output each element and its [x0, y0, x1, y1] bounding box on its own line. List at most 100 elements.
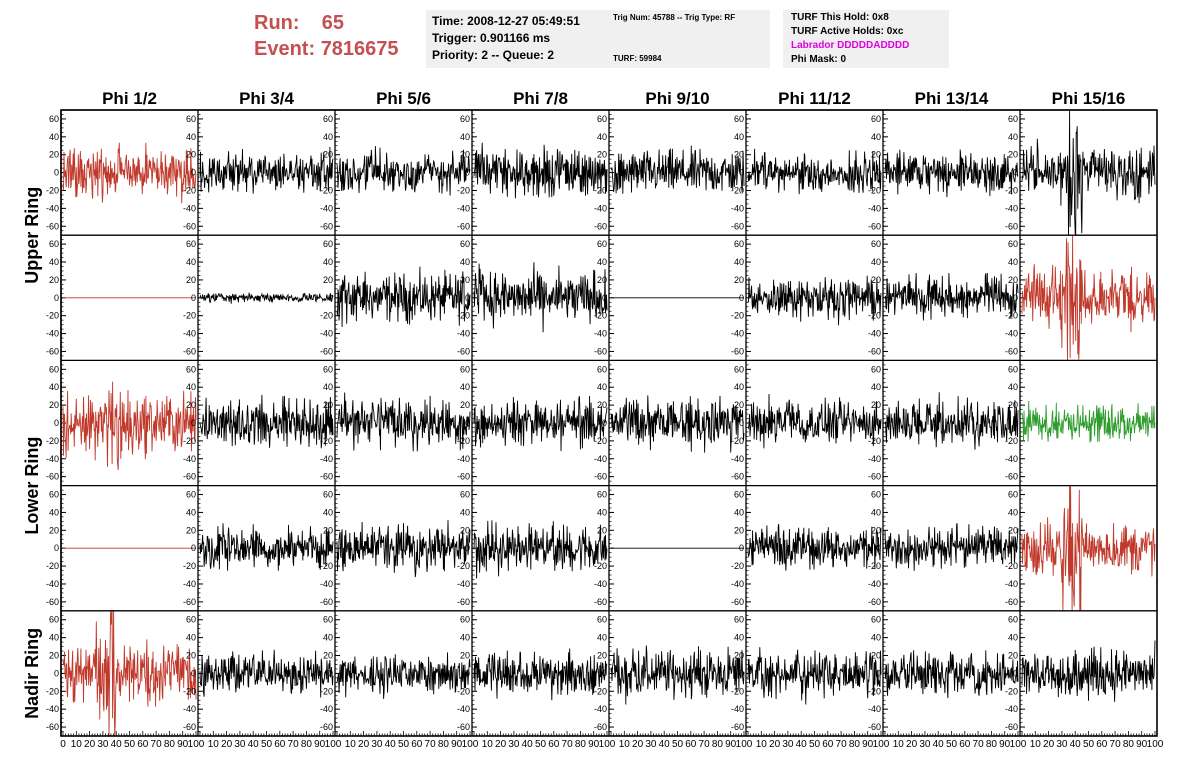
y-tick-label: -20: [320, 436, 333, 446]
ring-label: Upper Ring: [22, 187, 42, 284]
y-tick-label: 20: [734, 150, 744, 160]
y-tick-label: 60: [871, 615, 881, 625]
y-tick-label: -60: [868, 722, 881, 732]
y-tick-label: 40: [49, 132, 59, 142]
y-tick-label: 20: [1008, 150, 1018, 160]
y-tick-label: 60: [871, 239, 881, 249]
y-tick-label: -20: [1005, 311, 1018, 321]
y-tick-label: -60: [320, 722, 333, 732]
y-tick-label: 20: [323, 150, 333, 160]
y-tick-label: -40: [320, 704, 333, 714]
waveform-trace: [747, 647, 882, 705]
y-tick-label: 60: [186, 364, 196, 374]
x-tick-label: 40: [796, 739, 808, 750]
x-tick-label: 100: [1010, 739, 1027, 750]
y-tick-label: 40: [597, 633, 607, 643]
y-tick-label: -60: [46, 221, 59, 231]
x-tick-label: 10: [482, 739, 494, 750]
x-tick-label: 60: [274, 739, 286, 750]
x-tick-label: 30: [919, 739, 931, 750]
y-tick-label: 60: [597, 239, 607, 249]
y-tick-label: -40: [457, 579, 470, 589]
y-tick-label: 0: [602, 168, 607, 178]
y-tick-label: -60: [868, 472, 881, 482]
y-tick-label: -40: [868, 704, 881, 714]
turf-text: TURF: 59984: [613, 54, 662, 63]
y-tick-label: 60: [460, 364, 470, 374]
waveform-trace: [610, 645, 745, 705]
y-tick-label: 20: [1008, 651, 1018, 661]
y-tick-label: -40: [868, 579, 881, 589]
turf-this-hold-text: TURF This Hold: 0x8: [791, 12, 889, 23]
x-tick-label: 30: [782, 739, 794, 750]
y-tick-label: -60: [731, 221, 744, 231]
y-tick-label: 20: [460, 400, 470, 410]
waveform-panel: -60 -40 -20 0 20 40 60: [1005, 485, 1156, 611]
waveform-trace: [336, 146, 471, 196]
y-tick-label: -20: [731, 561, 744, 571]
y-tick-label: 20: [323, 275, 333, 285]
x-tick-label: 20: [221, 739, 233, 750]
y-tick-label: -60: [594, 722, 607, 732]
y-tick-label: 0: [191, 543, 196, 553]
y-tick-label: -40: [868, 329, 881, 339]
y-tick-label: 0: [1013, 668, 1018, 678]
y-tick-label: 60: [597, 490, 607, 500]
waveform-panel: -60 -40 -20 0 20 40 60: [868, 235, 1019, 361]
y-tick-label: -40: [731, 329, 744, 339]
y-tick-label: -40: [320, 454, 333, 464]
y-tick-label: -20: [1005, 185, 1018, 195]
y-tick-label: -60: [868, 597, 881, 607]
y-tick-label: 40: [734, 633, 744, 643]
waveform-trace: [884, 149, 1019, 198]
y-tick-label: 0: [328, 293, 333, 303]
y-tick-label: 60: [323, 239, 333, 249]
y-tick-label: 40: [460, 633, 470, 643]
y-tick-label: 0: [465, 418, 470, 428]
y-tick-label: 40: [597, 132, 607, 142]
x-tick-label: 20: [1043, 739, 1055, 750]
y-tick-label: 40: [1008, 257, 1018, 267]
y-tick-label: 20: [597, 651, 607, 661]
y-tick-label: 0: [602, 543, 607, 553]
x-tick-label: 90: [725, 739, 737, 750]
y-tick-label: 40: [871, 257, 881, 267]
y-tick-label: 0: [465, 668, 470, 678]
grid-frame: [60, 109, 1158, 737]
y-tick-label: -60: [868, 346, 881, 356]
y-tick-label: 0: [739, 543, 744, 553]
y-tick-label: -20: [46, 561, 59, 571]
y-tick-label: 60: [597, 364, 607, 374]
y-tick-label: 60: [734, 239, 744, 249]
y-tick-label: 20: [597, 275, 607, 285]
y-tick-label: -40: [457, 704, 470, 714]
waveform-trace: [473, 142, 608, 199]
y-tick-label: 60: [1008, 239, 1018, 249]
y-tick-label: 40: [186, 257, 196, 267]
waveform-panel: -60 -40 -20 0 20 40 60: [457, 360, 608, 486]
waveform-panel: -60 -40 -20 0 20 40 60: [731, 235, 882, 361]
y-tick-label: 40: [460, 257, 470, 267]
y-tick-label: 20: [49, 400, 59, 410]
y-tick-label: -60: [46, 597, 59, 607]
x-tick-label: 90: [451, 739, 463, 750]
y-tick-label: -40: [457, 329, 470, 339]
waveform-trace: [1021, 109, 1156, 236]
x-tick-label: 40: [385, 739, 397, 750]
column-title: Phi 1/2: [102, 89, 157, 108]
y-tick-label: -60: [320, 597, 333, 607]
y-tick-label: 0: [1013, 168, 1018, 178]
x-tick-label: 40: [933, 739, 945, 750]
y-tick-label: 40: [323, 382, 333, 392]
y-tick-label: 40: [49, 507, 59, 517]
ring-label: Nadir Ring: [22, 628, 42, 719]
y-tick-label: -40: [731, 454, 744, 464]
y-tick-label: 20: [460, 150, 470, 160]
x-tick-label: 20: [495, 739, 507, 750]
y-tick-label: 20: [460, 651, 470, 661]
y-tick-label: 20: [323, 525, 333, 535]
waveform-trace: [336, 266, 471, 328]
y-tick-label: -20: [457, 561, 470, 571]
y-tick-label: -40: [1005, 329, 1018, 339]
